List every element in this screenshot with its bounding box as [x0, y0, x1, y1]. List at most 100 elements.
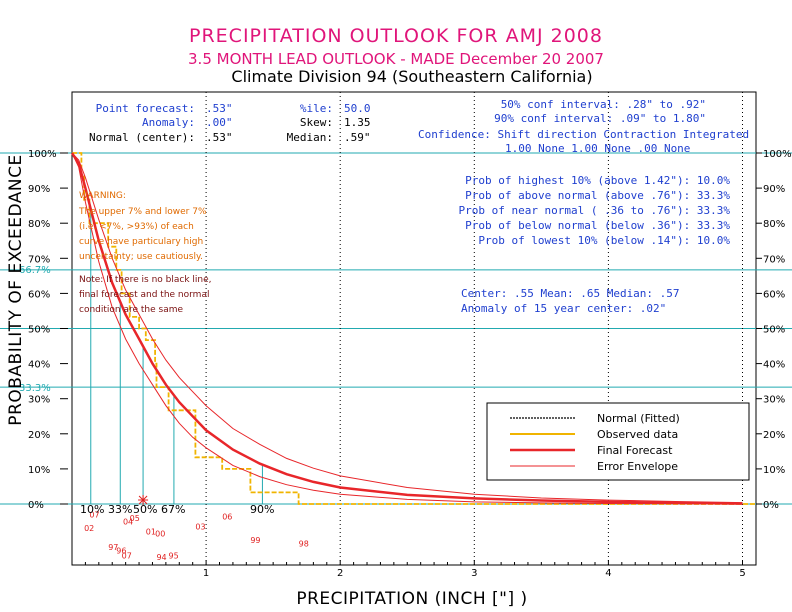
- anomaly-value: .00": [206, 116, 233, 129]
- error-envelope-lower: [71, 152, 743, 505]
- year-label: 04: [123, 517, 133, 526]
- legend-normal-label: Normal (Fitted): [597, 412, 680, 425]
- prob-line-0: Prob of highest 10% (above 1.42"): 10.0%: [465, 174, 730, 187]
- legend-forecast-label: Final Forecast: [597, 444, 673, 457]
- year-label: 02: [84, 524, 94, 533]
- y-tick-right-6: 60%: [763, 289, 785, 300]
- warning-line-1: The upper 7% and lower 7%: [78, 207, 207, 217]
- pct-label-67: 67%: [161, 503, 185, 516]
- y-tick-left-3: 30%: [28, 395, 50, 406]
- y-tick-left-5: 50%: [28, 325, 50, 336]
- y-tick-right-9: 90%: [763, 184, 785, 195]
- chart-title: PRECIPITATION OUTLOOK FOR AMJ 2008: [189, 25, 603, 47]
- anomaly-label: Anomaly:: [142, 116, 195, 129]
- warning-line-4: uncertainty; use cautiously.: [79, 252, 203, 262]
- ref-label-33: 33.3%: [19, 383, 51, 394]
- year-label: 05: [130, 514, 140, 523]
- prob-line-2: Prob of near normal ( .36 to .76"): 33.3…: [458, 204, 730, 217]
- year-label: 95: [169, 551, 179, 560]
- warning-line-2: (i.e. <7%, >93%) of each: [79, 222, 194, 232]
- y-tick-right-8: 80%: [763, 219, 785, 230]
- year-label: 94: [156, 553, 166, 562]
- year-label: 07: [122, 551, 132, 560]
- pct-label-90: 90%: [250, 503, 274, 516]
- x-tick-1: 1: [203, 568, 209, 579]
- x-axis-label: PRECIPITATION (INCH ["] ): [296, 589, 527, 609]
- ref-label-66: 66.7%: [19, 265, 51, 276]
- anomaly-15yr: Anomaly of 15 year center: .02": [461, 302, 666, 315]
- point-forecast-label: Point forecast:: [96, 102, 195, 115]
- y-tick-right-4: 40%: [763, 360, 785, 371]
- legend: Normal (Fitted) Observed data Final Fore…: [486, 402, 750, 481]
- year-label: 97: [108, 543, 118, 552]
- ci50-text: 50% conf interval: .28" to .92": [501, 98, 706, 111]
- normal-label: Normal (center):: [89, 131, 195, 144]
- year-label: 03: [195, 523, 205, 532]
- legend-observed-label: Observed data: [597, 428, 678, 441]
- y-tick-right-7: 70%: [763, 254, 785, 265]
- year-label: 07: [89, 511, 99, 520]
- ile-value: 50.0: [344, 102, 371, 115]
- median-label: Median:: [287, 131, 333, 144]
- x-tick-2: 2: [337, 568, 343, 579]
- year-label: 06: [222, 512, 232, 521]
- prob-line-3: Prob of below normal (below .36"): 33.3%: [465, 219, 730, 232]
- x-tick-4: 4: [605, 568, 611, 579]
- legend-box: [486, 402, 750, 481]
- ile-label: %ile:: [300, 102, 333, 115]
- center-stats: Center: .55 Mean: .65 Median: .57: [461, 287, 680, 300]
- y-tick-right-10: 100%: [763, 149, 792, 160]
- y-tick-right-3: 30%: [763, 395, 785, 406]
- axis-ticks: 1 2 3 4 50% 0%10% 10%20% 20%30% 30%40% 40%50% 50%6…: [28, 149, 792, 579]
- warning-line-0: WARNING:: [79, 191, 126, 201]
- marker-layer: [138, 495, 149, 505]
- pct-label-10: 10%: [80, 503, 104, 516]
- ci90-text: 90% conf interval: .09" to 1.80": [494, 112, 706, 125]
- year-label: 96: [116, 546, 126, 555]
- error-envelope-upper: [71, 152, 743, 504]
- y-tick-left-4: 40%: [28, 360, 50, 371]
- skew-value: 1.35: [344, 116, 371, 129]
- y-tick-right-1: 10%: [763, 465, 785, 476]
- pct-label-50: 50%: [133, 503, 157, 516]
- division-label: Climate Division 94 (Southeastern Califo…: [231, 67, 592, 86]
- year-label: 01: [146, 528, 156, 537]
- skew-label: Skew:: [300, 116, 333, 129]
- year-label: 98: [299, 540, 309, 549]
- series-layer: [70, 152, 756, 505]
- legend-envelope-label: Error Envelope: [597, 460, 678, 473]
- note-line-1: final forecast and the normal: [79, 290, 209, 300]
- note-line-2: condition are the same: [79, 305, 183, 315]
- y-tick-left-0: 0%: [28, 500, 44, 511]
- prob-line-1: Prob of above normal (above .76"): 33.3%: [465, 189, 730, 202]
- confidence-header: Confidence: Shift direction Contraction …: [418, 128, 749, 141]
- prob-line-4: Prob of lowest 10% (below .14"): 10.0%: [478, 234, 730, 247]
- x-tick-5: 5: [739, 568, 745, 579]
- chart-subtitle: 3.5 MONTH LEAD OUTLOOK - MADE December 2…: [188, 50, 604, 68]
- y-tick-left-6: 60%: [28, 289, 50, 300]
- median-value: .59": [344, 131, 371, 144]
- normal-value: .53": [206, 131, 233, 144]
- y-tick-left-9: 90%: [28, 184, 50, 195]
- y-tick-right-5: 50%: [763, 325, 785, 336]
- y-tick-left-2: 20%: [28, 430, 50, 441]
- median-marker-d2: [138, 495, 148, 505]
- y-tick-left-8: 80%: [28, 219, 50, 230]
- warning-line-3: curve have particulary high: [79, 237, 203, 247]
- observed-data-line: [72, 152, 756, 505]
- note-line-0: Note: If there is no black line,: [79, 275, 212, 285]
- y-tick-left-10: 100%: [28, 149, 57, 160]
- confidence-values: 1.00 None 1.00 None .00 None: [505, 142, 690, 155]
- year-label: 00: [155, 529, 165, 538]
- pct-label-33: 33%: [108, 503, 132, 516]
- x-tick-3: 3: [471, 568, 477, 579]
- y-tick-right-2: 20%: [763, 430, 785, 441]
- y-tick-left-1: 10%: [28, 465, 50, 476]
- y-tick-right-0: 0%: [763, 500, 779, 511]
- final-forecast-line: [70, 152, 743, 505]
- y-tick-left-7: 70%: [28, 254, 50, 265]
- point-forecast-value: .53": [206, 102, 233, 115]
- y-axis-label: PROBABILITY OF EXCEEDANCE: [6, 154, 26, 425]
